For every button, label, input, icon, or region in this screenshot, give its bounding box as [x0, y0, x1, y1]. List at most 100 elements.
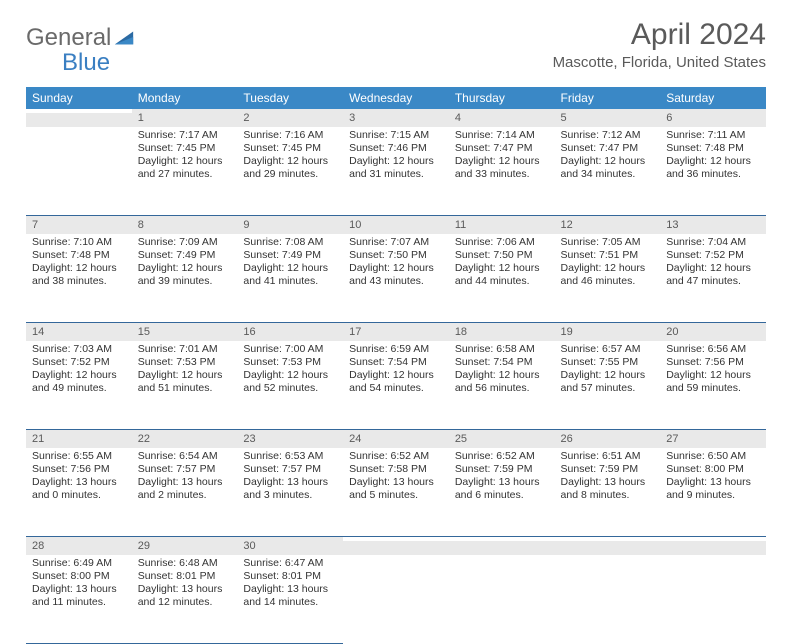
weekday-header: Sunday [26, 87, 132, 109]
day-cell: Sunrise: 6:54 AMSunset: 7:57 PMDaylight:… [132, 448, 238, 537]
sunset-text: Sunset: 7:54 PM [349, 356, 443, 369]
day-number: 7 [26, 216, 132, 234]
daylight-text: Daylight: 12 hours and 31 minutes. [349, 155, 443, 181]
daynum-cell: 9 [237, 216, 343, 235]
day-number [343, 537, 449, 541]
sunset-text: Sunset: 7:59 PM [561, 463, 655, 476]
sunrise-text: Sunrise: 7:08 AM [243, 236, 337, 249]
day-cell [449, 555, 555, 644]
day-cell: Sunrise: 6:48 AMSunset: 8:01 PMDaylight:… [132, 555, 238, 644]
day-number: 8 [132, 216, 238, 234]
day-number: 21 [26, 430, 132, 448]
day-cell: Sunrise: 6:53 AMSunset: 7:57 PMDaylight:… [237, 448, 343, 537]
daylight-text: Daylight: 12 hours and 38 minutes. [32, 262, 126, 288]
daynum-cell: 21 [26, 430, 132, 449]
day-cell: Sunrise: 6:52 AMSunset: 7:59 PMDaylight:… [449, 448, 555, 537]
page-title: April 2024 [553, 18, 766, 52]
location-text: Mascotte, Florida, United States [553, 54, 766, 71]
sunset-text: Sunset: 7:54 PM [455, 356, 549, 369]
sunrise-text: Sunrise: 7:15 AM [349, 129, 443, 142]
day-cell: Sunrise: 6:51 AMSunset: 7:59 PMDaylight:… [555, 448, 661, 537]
day-content: Sunrise: 7:12 AMSunset: 7:47 PMDaylight:… [555, 127, 661, 185]
sunrise-text: Sunrise: 7:04 AM [666, 236, 760, 249]
day-content [555, 555, 661, 561]
day-content [343, 555, 449, 561]
daynum-cell [449, 537, 555, 556]
daynum-cell: 18 [449, 323, 555, 342]
sunrise-text: Sunrise: 7:10 AM [32, 236, 126, 249]
sunset-text: Sunset: 7:48 PM [32, 249, 126, 262]
sunset-text: Sunset: 7:55 PM [561, 356, 655, 369]
sunrise-text: Sunrise: 6:47 AM [243, 557, 337, 570]
sunrise-text: Sunrise: 7:16 AM [243, 129, 337, 142]
day-number: 17 [343, 323, 449, 341]
daynum-cell: 1 [132, 109, 238, 127]
day-content: Sunrise: 7:14 AMSunset: 7:47 PMDaylight:… [449, 127, 555, 185]
logo: General [26, 24, 135, 52]
day-cell: Sunrise: 7:05 AMSunset: 7:51 PMDaylight:… [555, 234, 661, 323]
daynum-cell: 8 [132, 216, 238, 235]
day-number: 2 [237, 109, 343, 127]
sunrise-text: Sunrise: 6:50 AM [666, 450, 760, 463]
daylight-text: Daylight: 12 hours and 54 minutes. [349, 369, 443, 395]
day-number [660, 537, 766, 541]
day-content: Sunrise: 6:52 AMSunset: 7:58 PMDaylight:… [343, 448, 449, 506]
sunrise-text: Sunrise: 6:59 AM [349, 343, 443, 356]
day-content: Sunrise: 6:57 AMSunset: 7:55 PMDaylight:… [555, 341, 661, 399]
daylight-text: Daylight: 12 hours and 46 minutes. [561, 262, 655, 288]
week-row: Sunrise: 6:55 AMSunset: 7:56 PMDaylight:… [26, 448, 766, 537]
daylight-text: Daylight: 12 hours and 51 minutes. [138, 369, 232, 395]
sunrise-text: Sunrise: 7:12 AM [561, 129, 655, 142]
day-number: 3 [343, 109, 449, 127]
day-content: Sunrise: 6:49 AMSunset: 8:00 PMDaylight:… [26, 555, 132, 613]
sunrise-text: Sunrise: 7:09 AM [138, 236, 232, 249]
day-number: 23 [237, 430, 343, 448]
daylight-text: Daylight: 12 hours and 59 minutes. [666, 369, 760, 395]
daylight-text: Daylight: 13 hours and 8 minutes. [561, 476, 655, 502]
day-cell: Sunrise: 6:56 AMSunset: 7:56 PMDaylight:… [660, 341, 766, 430]
day-cell: Sunrise: 7:14 AMSunset: 7:47 PMDaylight:… [449, 127, 555, 216]
day-number [26, 109, 132, 113]
weekday-header: Friday [555, 87, 661, 109]
sunrise-text: Sunrise: 6:52 AM [349, 450, 443, 463]
daylight-text: Daylight: 13 hours and 0 minutes. [32, 476, 126, 502]
sunrise-text: Sunrise: 6:55 AM [32, 450, 126, 463]
daynum-cell: 13 [660, 216, 766, 235]
day-content: Sunrise: 7:04 AMSunset: 7:52 PMDaylight:… [660, 234, 766, 292]
day-cell: Sunrise: 7:04 AMSunset: 7:52 PMDaylight:… [660, 234, 766, 323]
sunset-text: Sunset: 8:01 PM [138, 570, 232, 583]
day-number: 11 [449, 216, 555, 234]
daylight-text: Daylight: 13 hours and 6 minutes. [455, 476, 549, 502]
sunset-text: Sunset: 7:59 PM [455, 463, 549, 476]
sunrise-text: Sunrise: 6:48 AM [138, 557, 232, 570]
sunrise-text: Sunrise: 6:49 AM [32, 557, 126, 570]
day-number: 22 [132, 430, 238, 448]
day-number [555, 537, 661, 541]
sunrise-text: Sunrise: 7:01 AM [138, 343, 232, 356]
day-cell: Sunrise: 6:49 AMSunset: 8:00 PMDaylight:… [26, 555, 132, 644]
day-content: Sunrise: 6:55 AMSunset: 7:56 PMDaylight:… [26, 448, 132, 506]
day-cell: Sunrise: 7:12 AMSunset: 7:47 PMDaylight:… [555, 127, 661, 216]
sunset-text: Sunset: 8:00 PM [666, 463, 760, 476]
sunset-text: Sunset: 7:45 PM [243, 142, 337, 155]
day-content: Sunrise: 7:16 AMSunset: 7:45 PMDaylight:… [237, 127, 343, 185]
sunrise-text: Sunrise: 7:14 AM [455, 129, 549, 142]
day-content: Sunrise: 6:52 AMSunset: 7:59 PMDaylight:… [449, 448, 555, 506]
day-content: Sunrise: 7:06 AMSunset: 7:50 PMDaylight:… [449, 234, 555, 292]
daylight-text: Daylight: 12 hours and 56 minutes. [455, 369, 549, 395]
sunrise-text: Sunrise: 7:17 AM [138, 129, 232, 142]
sunset-text: Sunset: 7:48 PM [666, 142, 760, 155]
daylight-text: Daylight: 12 hours and 47 minutes. [666, 262, 760, 288]
day-number: 25 [449, 430, 555, 448]
sunset-text: Sunset: 7:52 PM [32, 356, 126, 369]
daynum-cell: 24 [343, 430, 449, 449]
daynum-cell [26, 109, 132, 127]
day-content: Sunrise: 7:17 AMSunset: 7:45 PMDaylight:… [132, 127, 238, 185]
daylight-text: Daylight: 13 hours and 9 minutes. [666, 476, 760, 502]
logo-triangle-icon [113, 26, 135, 48]
day-content: Sunrise: 6:50 AMSunset: 8:00 PMDaylight:… [660, 448, 766, 506]
sunrise-text: Sunrise: 6:53 AM [243, 450, 337, 463]
sunset-text: Sunset: 7:56 PM [666, 356, 760, 369]
weekday-header: Thursday [449, 87, 555, 109]
sunrise-text: Sunrise: 6:57 AM [561, 343, 655, 356]
